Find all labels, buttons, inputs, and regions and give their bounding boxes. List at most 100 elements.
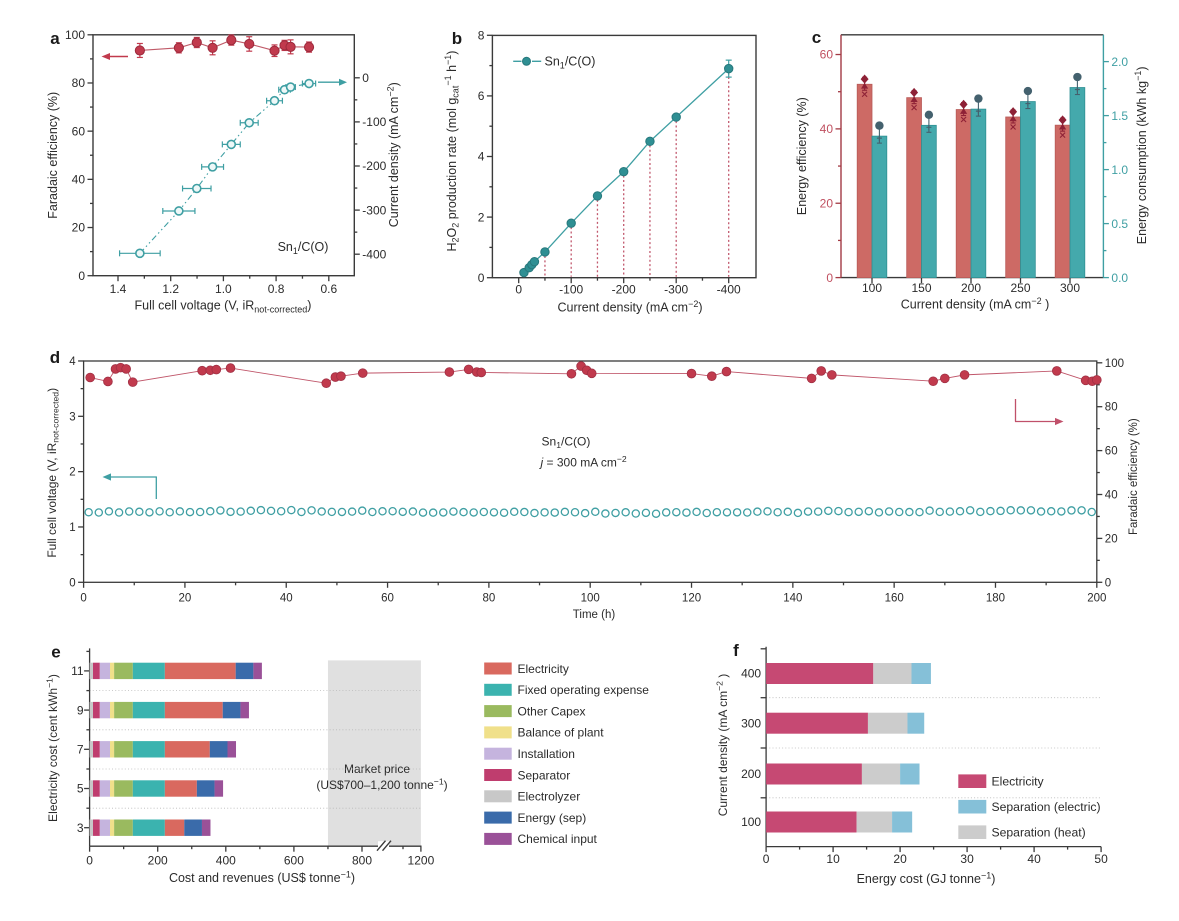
svg-text:Current density (mA cm−2): Current density (mA cm−2) — [385, 82, 401, 227]
svg-text:11: 11 — [71, 664, 84, 678]
svg-text:Installation: Installation — [518, 747, 575, 761]
svg-text:Energy (sep): Energy (sep) — [518, 811, 587, 825]
svg-text:40: 40 — [1105, 490, 1118, 502]
svg-text:140: 140 — [783, 592, 802, 604]
svg-text:-300: -300 — [664, 283, 688, 297]
svg-text:100: 100 — [1105, 358, 1124, 370]
svg-text:1.0: 1.0 — [1111, 163, 1128, 177]
svg-text:1.4: 1.4 — [110, 282, 127, 296]
svg-text:Market price: Market price — [344, 762, 410, 776]
svg-text:Electricity cost (cent kWh−1): Electricity cost (cent kWh−1) — [44, 674, 60, 822]
svg-text:Current density (mA cm−2 ): Current density (mA cm−2 ) — [714, 674, 730, 817]
svg-text:Electrolyzer: Electrolyzer — [518, 790, 581, 804]
svg-text:6: 6 — [478, 89, 485, 103]
svg-text:Sn1/C(O): Sn1/C(O) — [542, 435, 591, 451]
svg-text:0: 0 — [69, 577, 75, 589]
svg-text:60: 60 — [72, 124, 86, 138]
svg-text:60: 60 — [381, 592, 394, 604]
svg-text:80: 80 — [482, 592, 495, 604]
svg-text:Sn1/C(O): Sn1/C(O) — [545, 55, 596, 71]
svg-text:0.5: 0.5 — [1111, 217, 1128, 231]
svg-text:Full cell voltage (V, iRnot-co: Full cell voltage (V, iRnot-corrected) — [45, 388, 61, 558]
svg-text:f: f — [733, 641, 739, 660]
svg-text:100: 100 — [581, 592, 600, 604]
svg-text:a: a — [50, 29, 60, 48]
svg-text:Energy consumption (kWh kg−1): Energy consumption (kWh kg−1) — [1133, 66, 1149, 244]
svg-text:40: 40 — [1027, 852, 1041, 866]
svg-text:3: 3 — [77, 821, 84, 835]
svg-text:Energy cost (GJ tonne−1): Energy cost (GJ tonne−1) — [857, 870, 996, 886]
svg-text:30: 30 — [960, 852, 974, 866]
svg-text:40: 40 — [280, 592, 293, 604]
svg-text:40: 40 — [72, 173, 86, 187]
svg-text:Other Capex: Other Capex — [518, 704, 586, 718]
svg-text:Separation (heat): Separation (heat) — [992, 826, 1086, 840]
svg-text:1.5: 1.5 — [1111, 109, 1128, 123]
svg-text:200: 200 — [148, 854, 168, 868]
svg-text:60: 60 — [1105, 446, 1118, 458]
svg-text:Faradaic efficiency (%): Faradaic efficiency (%) — [46, 92, 60, 219]
svg-text:100: 100 — [862, 281, 882, 295]
svg-text:Chemical input: Chemical input — [518, 832, 598, 846]
svg-text:300: 300 — [741, 716, 761, 730]
svg-text:20: 20 — [820, 196, 834, 210]
svg-text:200: 200 — [1087, 592, 1106, 604]
svg-text:Separator: Separator — [518, 768, 571, 782]
svg-text:180: 180 — [986, 592, 1005, 604]
svg-text:c: c — [812, 28, 821, 47]
svg-text:2.0: 2.0 — [1111, 55, 1128, 69]
svg-text:200: 200 — [961, 281, 981, 295]
svg-text:0.8: 0.8 — [268, 282, 285, 296]
svg-text:Electricity: Electricity — [518, 662, 569, 676]
svg-text:20: 20 — [1105, 533, 1118, 545]
svg-text:Faradaic efficiency (%): Faradaic efficiency (%) — [1128, 418, 1140, 535]
svg-text:Time (h): Time (h) — [573, 609, 616, 621]
svg-text:7: 7 — [77, 743, 84, 757]
svg-text:1.2: 1.2 — [162, 282, 179, 296]
svg-text:0.0: 0.0 — [1111, 271, 1128, 285]
svg-text:0: 0 — [80, 592, 86, 604]
svg-text:H2O2 production rate (mol gcat: H2O2 production rate (mol gcat−1 h−1) — [443, 51, 461, 252]
svg-text:1200: 1200 — [408, 854, 435, 868]
svg-text:300: 300 — [1060, 281, 1080, 295]
svg-text:0: 0 — [1105, 577, 1111, 589]
svg-text:0: 0 — [763, 852, 770, 866]
svg-text:0: 0 — [826, 271, 833, 285]
svg-text:-200: -200 — [612, 283, 636, 297]
svg-text:800: 800 — [352, 854, 372, 868]
svg-text:0: 0 — [86, 854, 93, 868]
svg-text:-400: -400 — [362, 247, 386, 261]
svg-text:Energy efficiency (%): Energy efficiency (%) — [795, 97, 809, 215]
svg-text:600: 600 — [284, 854, 304, 868]
svg-text:10: 10 — [826, 852, 840, 866]
svg-text:Full cell voltage (V, iRnot-co: Full cell voltage (V, iRnot-corrected) — [135, 299, 312, 315]
svg-text:4: 4 — [69, 356, 76, 368]
svg-text:e: e — [51, 643, 60, 662]
svg-text:-200: -200 — [362, 159, 386, 173]
svg-text:Cost and revenues (US$ tonne−1: Cost and revenues (US$ tonne−1) — [169, 869, 355, 885]
svg-text:200: 200 — [741, 767, 761, 781]
svg-text:(US$700–1,200 tonne−1): (US$700–1,200 tonne−1) — [316, 776, 447, 792]
svg-text:Separation (electric): Separation (electric) — [992, 800, 1101, 814]
svg-text:Sn1/C(O): Sn1/C(O) — [278, 240, 329, 256]
svg-text:-100: -100 — [362, 115, 386, 129]
svg-text:2: 2 — [69, 467, 75, 479]
svg-text:-300: -300 — [362, 203, 386, 217]
svg-text:150: 150 — [911, 281, 931, 295]
svg-text:120: 120 — [682, 592, 701, 604]
svg-text:80: 80 — [72, 76, 86, 90]
svg-text:60: 60 — [820, 48, 834, 62]
svg-text:Fixed operating expense: Fixed operating expense — [518, 683, 650, 697]
svg-text:-100: -100 — [559, 283, 583, 297]
svg-text:1: 1 — [69, 522, 75, 534]
svg-text:100: 100 — [741, 815, 761, 829]
svg-text:Electricity: Electricity — [992, 775, 1045, 789]
svg-text:5: 5 — [77, 782, 84, 796]
svg-text:160: 160 — [885, 592, 904, 604]
svg-text:20: 20 — [893, 852, 907, 866]
svg-text:0: 0 — [78, 269, 85, 283]
svg-text:-400: -400 — [717, 283, 741, 297]
svg-text:8: 8 — [478, 29, 485, 43]
svg-text:2: 2 — [478, 210, 485, 224]
svg-text:Balance of plant: Balance of plant — [518, 726, 605, 740]
